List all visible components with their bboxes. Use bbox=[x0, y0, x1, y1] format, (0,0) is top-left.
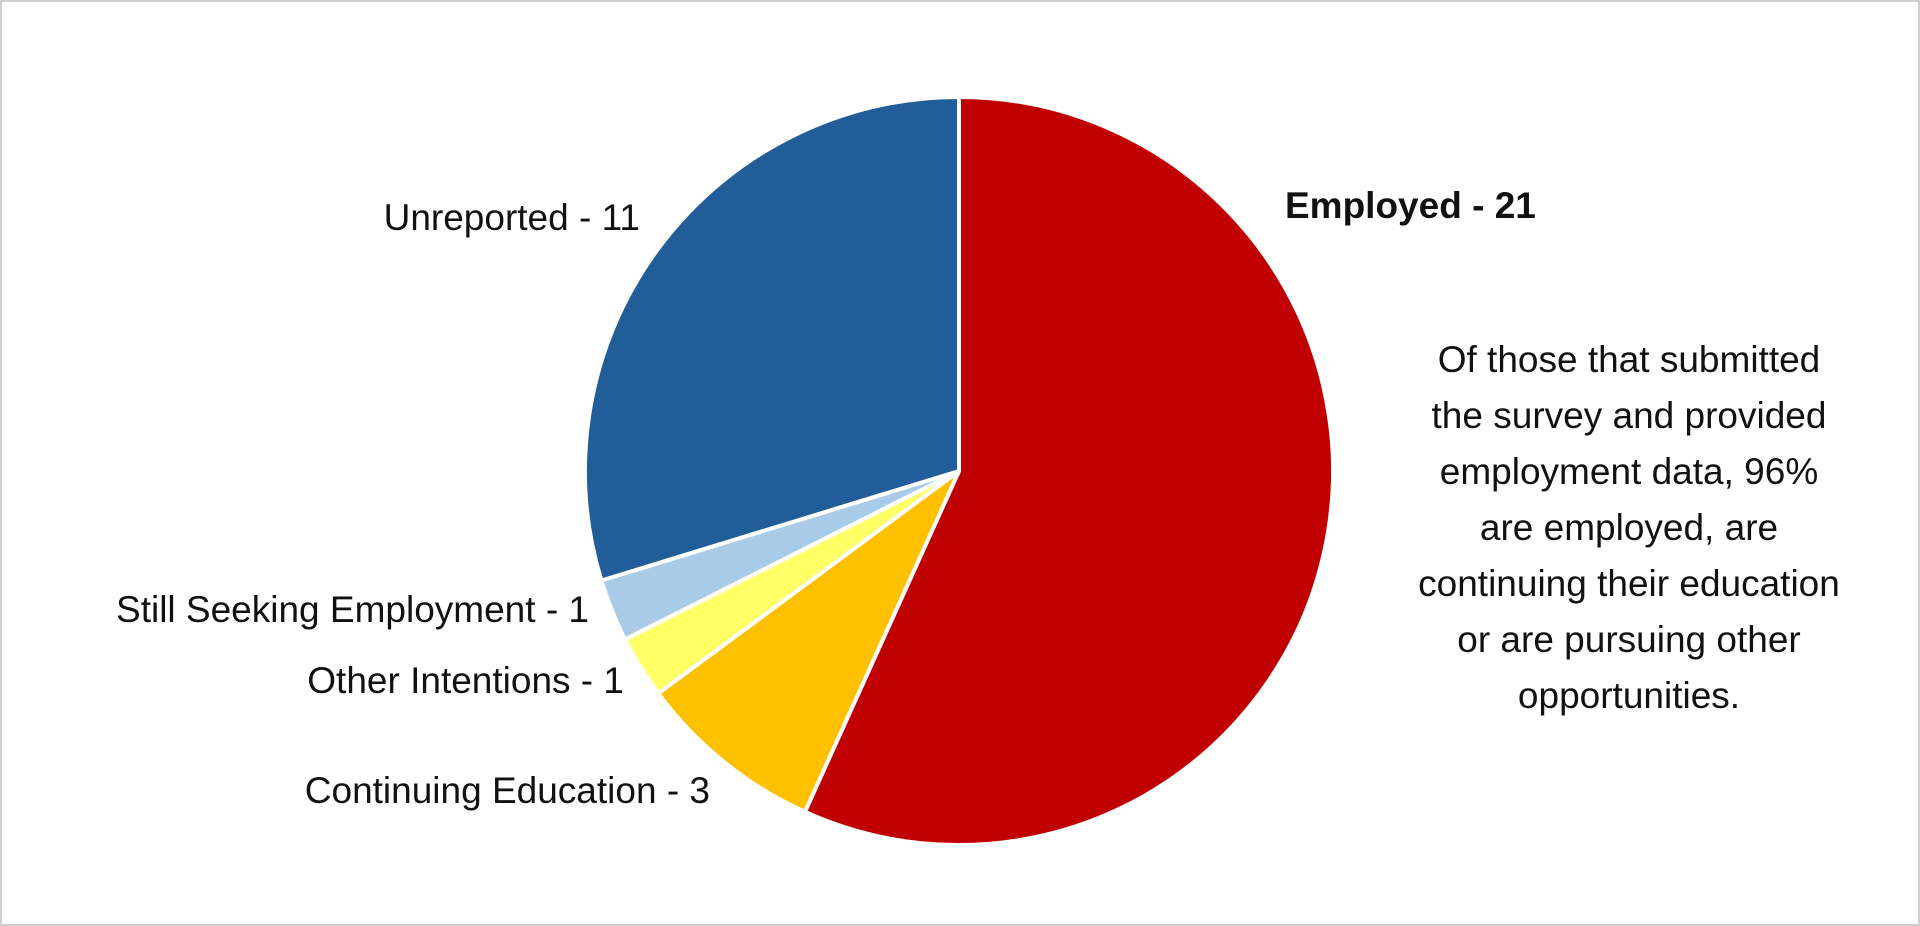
annotation-line: opportunities. bbox=[1518, 675, 1740, 716]
slice-label: Still Seeking Employment - 1 bbox=[116, 589, 589, 630]
annotation-line: employment data, 96% bbox=[1440, 451, 1818, 492]
slice-label: Unreported - 11 bbox=[384, 197, 640, 238]
pie-slice bbox=[656, 469, 961, 814]
annotation-line: continuing their education bbox=[1418, 563, 1840, 604]
annotation-line: or are pursuing other bbox=[1457, 619, 1800, 660]
annotation-line: Of those that submitted bbox=[1438, 339, 1821, 380]
slice-label: Employed - 21 bbox=[1285, 185, 1536, 226]
pie-slice bbox=[802, 95, 1335, 847]
pie-slice bbox=[583, 95, 961, 583]
annotation-line: are employed, are bbox=[1480, 507, 1778, 548]
slice-label: Other Intentions - 1 bbox=[307, 660, 624, 701]
slice-label: Continuing Education - 3 bbox=[305, 770, 710, 811]
annotation-line: the survey and provided bbox=[1432, 395, 1827, 436]
